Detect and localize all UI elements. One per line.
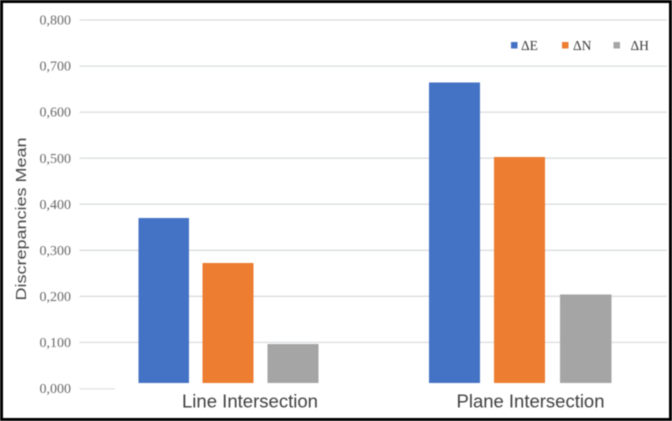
svg-text:0,700: 0,700: [40, 60, 72, 75]
svg-text:Line Intersection: Line Intersection: [182, 391, 318, 412]
svg-text:0,000: 0,000: [40, 382, 72, 397]
svg-text:Discrepancies Mean: Discrepancies Mean: [13, 138, 30, 301]
svg-text:0,600: 0,600: [40, 106, 72, 121]
svg-text:ΔE: ΔE: [521, 38, 538, 53]
svg-text:Plane Intersection: Plane Intersection: [457, 391, 605, 412]
svg-text:0,100: 0,100: [40, 336, 72, 351]
svg-text:0,300: 0,300: [40, 244, 72, 259]
svg-text:0,200: 0,200: [40, 290, 72, 305]
svg-text:ΔH: ΔH: [631, 38, 650, 53]
svg-text:ΔN: ΔN: [573, 38, 592, 53]
svg-text:0,500: 0,500: [40, 152, 72, 167]
svg-text:0,400: 0,400: [40, 198, 72, 213]
svg-text:0,800: 0,800: [40, 14, 72, 29]
